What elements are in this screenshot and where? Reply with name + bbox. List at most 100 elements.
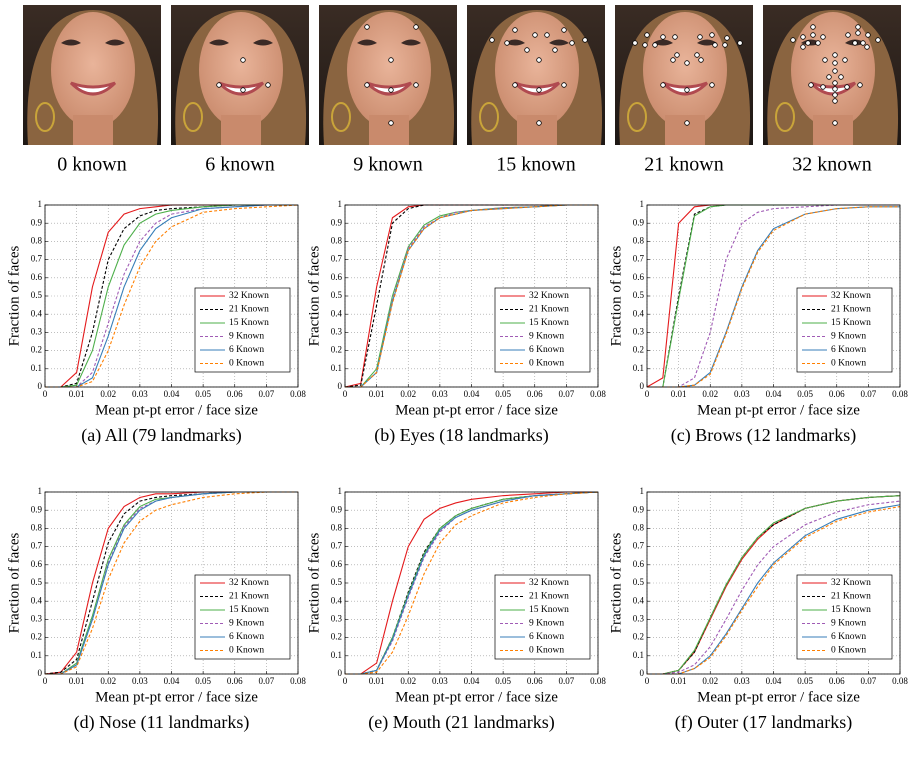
x-tick-label: 0.04 (464, 389, 480, 399)
x-tick-label: 0.01 (369, 676, 385, 686)
landmark-dot (826, 74, 832, 80)
legend-label: 15 Known (229, 605, 269, 615)
y-tick-label: 0.3 (31, 613, 43, 623)
y-tick-label: 0.1 (331, 363, 342, 373)
x-tick-label: 0.01 (69, 389, 85, 399)
face-caption: 21 known (644, 154, 723, 176)
landmark-dot (684, 87, 690, 93)
y-tick-label: 0.9 (331, 217, 343, 227)
x-tick-label: 0.08 (590, 389, 606, 399)
y-tick-label: 1 (38, 486, 43, 496)
x-tick-label: 0.06 (227, 676, 243, 686)
series-line (45, 491, 298, 675)
face-image (763, 5, 901, 145)
y-tick-label: 0.1 (331, 650, 342, 660)
legend-label: 15 Known (529, 318, 569, 328)
x-tick-label: 0.04 (164, 676, 180, 686)
legend-label: 0 Known (831, 359, 866, 369)
y-tick-label: 0.8 (633, 235, 645, 245)
landmark-dot (842, 57, 848, 63)
x-tick-label: 0.05 (797, 389, 813, 399)
legend-box (194, 287, 291, 373)
y-tick-label: 0.9 (31, 504, 43, 514)
y-tick-label: 0.2 (633, 632, 644, 642)
y-tick-label: 0.1 (633, 363, 644, 373)
y-tick-label: 0 (38, 381, 43, 391)
landmark-dot (790, 37, 796, 43)
x-axis-label: Mean pt-pt error / face size (697, 402, 860, 418)
landmark-dot (832, 60, 838, 66)
x-tick-label: 0.03 (132, 389, 148, 399)
landmark-dot (512, 82, 518, 88)
landmark-dot (536, 120, 542, 126)
chart: 0 0.01 0.02 0.03 0.04 0.05 0.06 0.07 0.08 0 0.1 0.2… (608, 486, 908, 733)
x-tick-label: 0.04 (164, 389, 180, 399)
legend-label: 21 Known (529, 305, 569, 315)
landmark-dot (865, 32, 871, 38)
y-tick-label: 0.7 (31, 254, 43, 264)
x-tick-label: 0.05 (495, 389, 511, 399)
eye (105, 39, 125, 46)
x-tick-label: 0 (645, 389, 650, 399)
y-tick-label: 0.4 (633, 595, 645, 605)
landmark-dot (838, 74, 844, 80)
x-tick-label: 0 (43, 389, 48, 399)
landmark-dot (709, 82, 715, 88)
legend-label: 32 Known (529, 578, 569, 588)
series-line (647, 500, 901, 675)
landmark-dot (504, 40, 510, 46)
y-tick-label: 0.1 (633, 650, 644, 660)
y-tick-label: 0.4 (331, 595, 343, 605)
x-tick-label: 0.06 (527, 389, 543, 399)
legend-box (796, 574, 893, 660)
landmark-dot (844, 84, 850, 90)
landmark-dot (674, 52, 680, 58)
earring (183, 102, 203, 132)
y-axis-label: Fraction of faces (6, 245, 22, 346)
chart: 0 0.01 0.02 0.03 0.04 0.05 0.06 0.07 0.08 0 0.1 0.2… (306, 199, 606, 446)
legend-label: 9 Known (229, 332, 264, 342)
eye (253, 39, 273, 46)
y-tick-label: 0.7 (31, 541, 43, 551)
eye (505, 39, 525, 46)
legend-label: 6 Known (831, 632, 866, 642)
y-tick-label: 0.5 (331, 577, 343, 587)
y-tick-label: 0.5 (633, 290, 645, 300)
y-tick-label: 0.8 (331, 235, 343, 245)
y-tick-label: 0.7 (633, 254, 645, 264)
landmark-dot (582, 37, 588, 43)
legend-label: 9 Known (529, 332, 564, 342)
y-tick-label: 1 (338, 486, 343, 496)
y-tick-label: 0.9 (331, 504, 343, 514)
x-tick-label: 0.01 (69, 676, 85, 686)
y-tick-label: 0.8 (31, 235, 43, 245)
x-tick-label: 0.02 (100, 676, 116, 686)
landmark-dot (712, 42, 718, 48)
face-caption: 0 known (57, 154, 126, 176)
y-axis-label: Fraction of faces (6, 532, 22, 633)
face-caption: 15 known (496, 154, 575, 176)
landmark-dot (832, 68, 838, 74)
face-skin (51, 12, 135, 128)
x-tick-label: 0.03 (432, 389, 448, 399)
neck (73, 115, 113, 145)
legend-label: 0 Known (229, 359, 264, 369)
chart-caption: (e) Mouth (21 landmarks) (368, 712, 554, 733)
face-image (23, 5, 161, 145)
legend-box (194, 574, 291, 660)
legend-label: 32 Known (229, 291, 269, 301)
x-tick-label: 0.01 (369, 389, 385, 399)
landmark-dot (672, 34, 678, 40)
legend-label: 6 Known (831, 345, 866, 355)
landmark-dot (670, 57, 676, 63)
landmark-dot (822, 57, 828, 63)
eye (549, 39, 569, 46)
landmark-dot (845, 32, 851, 38)
legend-label: 32 Known (831, 578, 871, 588)
face-caption: 9 known (353, 154, 422, 176)
legend-label: 21 Known (229, 305, 269, 315)
y-tick-label: 0.4 (31, 595, 43, 605)
x-tick-label: 0.01 (671, 389, 687, 399)
landmark-dot (660, 82, 666, 88)
x-tick-label: 0.05 (195, 389, 211, 399)
